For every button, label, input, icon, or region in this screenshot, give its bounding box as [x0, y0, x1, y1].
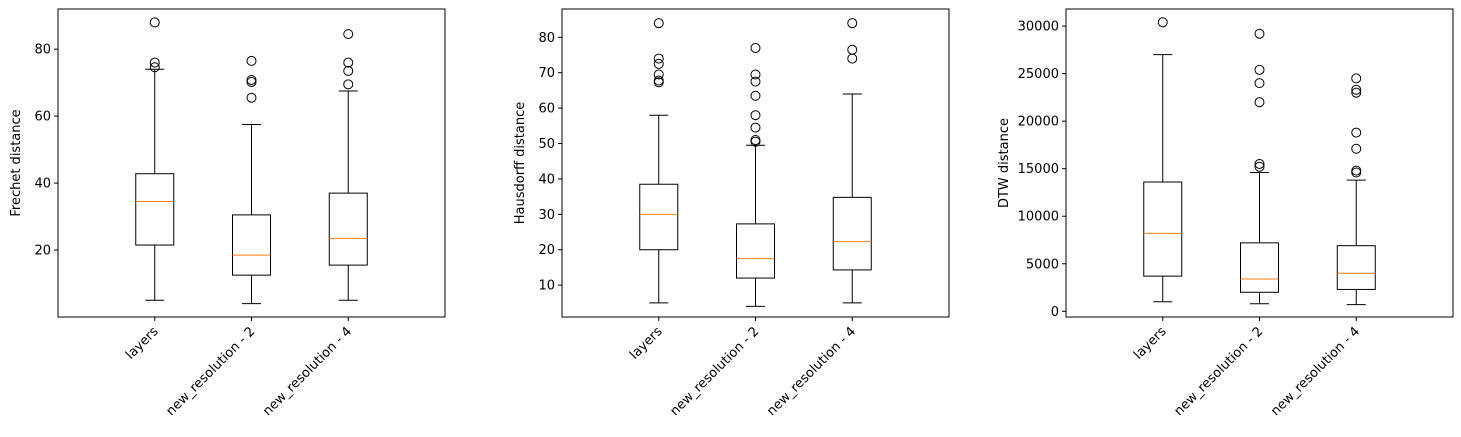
outlier-point	[1351, 87, 1362, 98]
y-tick-label: 15000	[1018, 162, 1059, 177]
y-tick-label: 25000	[1018, 67, 1059, 82]
outlier-point	[750, 90, 761, 101]
outlier-point	[1351, 143, 1362, 154]
box-group	[328, 29, 368, 301]
box-iqr	[639, 183, 679, 251]
box-iqr	[832, 196, 872, 271]
outlier-point	[847, 18, 858, 29]
outlier-point	[1254, 28, 1265, 39]
y-tick-label: 20	[34, 244, 51, 259]
outlier-point	[246, 92, 257, 103]
outlier-point	[750, 134, 761, 145]
y-tick-label: 20000	[1018, 115, 1059, 130]
outlier-point	[1157, 17, 1168, 28]
outlier-point	[653, 75, 664, 86]
box-group	[639, 18, 679, 304]
outlier-point	[653, 18, 664, 29]
outlier-point	[149, 62, 160, 73]
y-axis-label: DTW distance	[997, 118, 1012, 208]
box-group	[1240, 28, 1279, 305]
y-tick-label: 80	[538, 31, 555, 46]
outlier-point	[343, 57, 354, 68]
outlier-point	[1254, 161, 1265, 172]
y-tick-label: 70	[538, 66, 555, 81]
y-tick-label: 80	[34, 43, 51, 58]
box-group	[736, 42, 775, 307]
box-iqr	[1336, 245, 1376, 290]
outlier-point	[1351, 73, 1362, 84]
box-group	[1336, 73, 1376, 306]
outlier-point	[653, 69, 664, 80]
outlier-point	[246, 74, 257, 85]
outlier-point	[653, 58, 664, 69]
outlier-point	[1254, 64, 1265, 75]
y-tick-label: 30	[538, 208, 555, 223]
y-tick-label: 50	[538, 137, 555, 152]
outlier-point	[847, 44, 858, 55]
box-iqr	[135, 173, 175, 246]
box-group	[1143, 17, 1183, 303]
outlier-point	[750, 69, 761, 80]
outlier-point	[1351, 127, 1362, 138]
y-tick-label: 60	[538, 102, 555, 117]
y-tick-label: 10	[538, 279, 555, 294]
box-group	[135, 17, 175, 301]
outlier-point	[1351, 84, 1362, 95]
outlier-point	[246, 55, 257, 66]
outlier-point	[653, 53, 664, 64]
box-iqr	[328, 192, 368, 266]
outlier-point	[750, 42, 761, 53]
box-iqr	[736, 223, 775, 279]
outlier-point	[1254, 78, 1265, 89]
y-tick-label: 20	[538, 243, 555, 258]
box-group	[832, 18, 872, 304]
box-group	[232, 55, 271, 305]
outlier-point	[750, 110, 761, 121]
outlier-point	[343, 79, 354, 90]
box-iqr	[1143, 181, 1183, 277]
outlier-point	[750, 122, 761, 133]
y-tick-label: 60	[34, 110, 51, 125]
y-tick-label: 10000	[1018, 210, 1059, 225]
outlier-point	[1254, 97, 1265, 108]
y-tick-label: 0	[1051, 305, 1059, 320]
box-iqr	[1240, 242, 1279, 293]
outlier-point	[343, 65, 354, 76]
outlier-point	[149, 57, 160, 68]
outlier-point	[750, 76, 761, 87]
outlier-point	[1351, 165, 1362, 176]
y-tick-label: 40	[34, 177, 51, 192]
y-axis-label: Hausdorff distance	[513, 102, 528, 224]
y-axis-label: Frechet distance	[9, 109, 24, 216]
outlier-point	[1254, 158, 1265, 169]
y-tick-label: 40	[538, 172, 555, 187]
outlier-point	[343, 29, 354, 40]
outlier-point	[149, 17, 160, 28]
box-iqr	[232, 214, 271, 276]
y-tick-label: 30000	[1018, 20, 1059, 35]
y-tick-label: 5000	[1026, 257, 1059, 272]
